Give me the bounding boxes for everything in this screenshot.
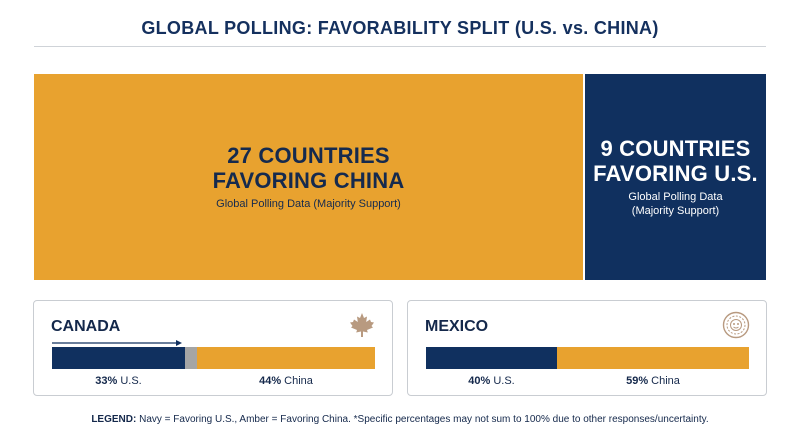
china-percent-label: 59% China <box>626 375 680 387</box>
us-percent-label: 40% U.S. <box>468 375 515 387</box>
country-name: CANADA <box>51 318 121 335</box>
bar-china <box>557 347 749 369</box>
legend-note: LEGEND: Navy = Favoring U.S., Amber = Fa… <box>91 414 709 425</box>
china-segment: 27 COUNTRIES FAVORING CHINA Global Polli… <box>34 74 583 280</box>
us-segment: 9 COUNTRIES FAVORING U.S. Global Polling… <box>585 74 766 280</box>
us-percent-label: 33% U.S. <box>95 375 142 387</box>
bar-china <box>197 347 375 369</box>
page-title: GLOBAL POLLING: FAVORABILITY SPLIT (U.S.… <box>141 18 659 38</box>
country-card-mexico: MEXICO 40% U.S. 59% China <box>407 300 767 396</box>
china-percent-label: 44% China <box>259 375 313 387</box>
country-name: MEXICO <box>425 318 489 335</box>
split-bar <box>52 347 375 369</box>
title-divider <box>34 46 766 47</box>
split-bar <box>426 347 749 369</box>
favorability-split-chart: 27 COUNTRIES FAVORING CHINA Global Polli… <box>34 74 766 280</box>
bar-us <box>426 347 557 369</box>
arrow-right-icon <box>52 340 182 346</box>
bar-us <box>52 347 185 369</box>
us-headline: 9 COUNTRIES FAVORING U.S. <box>593 136 758 186</box>
segment-divider <box>583 74 585 280</box>
country-card-canada: CANADA 33% U.S. 44% China <box>33 300 393 396</box>
maple-leaf-icon <box>350 313 374 337</box>
us-subtitle: Global Polling Data (Majority Support) <box>628 191 723 217</box>
aztec-calendar-icon <box>722 311 750 339</box>
bar-other <box>185 347 197 369</box>
china-headline: 27 COUNTRIES FAVORING CHINA <box>212 143 405 193</box>
china-subtitle: Global Polling Data (Majority Support) <box>216 198 401 210</box>
